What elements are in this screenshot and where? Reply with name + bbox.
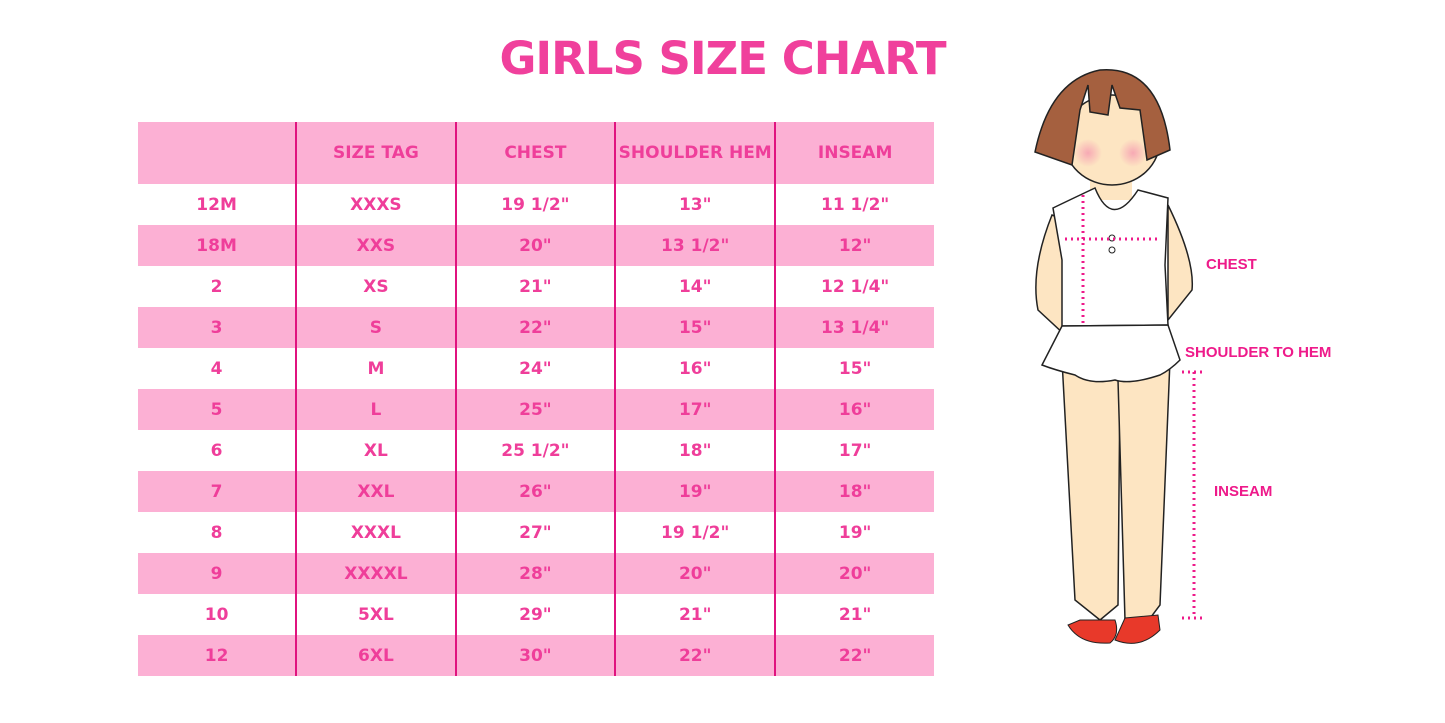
cell-chest: 26" [454, 471, 616, 512]
size-table: SIZE TAG CHEST SHOULDER HEM INSEAM 12M XX… [138, 122, 934, 676]
cell-inseam: 22" [774, 635, 934, 676]
cell-chest: 20" [454, 225, 616, 266]
cell-inseam: 15" [774, 348, 934, 389]
cell-inseam: 19" [774, 512, 934, 553]
label-inseam: INSEAM [1214, 483, 1273, 500]
cell-size-tag: XXXS [295, 184, 456, 225]
cell-size: 12M [196, 194, 237, 215]
cell-chest: 25" [454, 389, 616, 430]
skirt [1040, 324, 1181, 383]
cell-shoulder-hem: 19" [614, 471, 776, 512]
cell-size: 4 [210, 358, 223, 379]
cell-shoulder-hem: 13 1/2" [614, 225, 776, 266]
cell-size: 18M [138, 225, 297, 266]
shirt [1052, 186, 1169, 327]
cell-chest: 29" [454, 594, 616, 635]
cell-inseam: 21" [774, 594, 934, 635]
table-row: 3 S 22" 15" 13 1/4" [138, 307, 934, 348]
cell-size-tag: XXL [295, 471, 456, 512]
table-header-row: SIZE TAG CHEST SHOULDER HEM INSEAM [138, 122, 934, 184]
cell-size: 12 [138, 635, 297, 676]
cell-inseam: 13 1/4" [774, 307, 934, 348]
cell-size: 7 [138, 471, 297, 512]
cell-chest: 21" [454, 266, 616, 307]
cell-size-tag: XXXL [295, 512, 456, 553]
cell-size: 10 [204, 604, 229, 625]
table-row: 5 L 25" 17" 16" [138, 389, 934, 430]
cell-size-tag: XL [295, 430, 456, 471]
legs [1061, 358, 1121, 621]
cell-size-tag: L [295, 389, 456, 430]
cell-shoulder-hem: 15" [614, 307, 776, 348]
cell-inseam: 17" [774, 430, 934, 471]
cell-shoulder-hem: 18" [614, 430, 776, 471]
girl-illustration [1034, 69, 1202, 644]
header-inseam: INSEAM [774, 122, 934, 184]
cell-inseam: 12" [774, 225, 934, 266]
label-chest: CHEST [1206, 256, 1257, 273]
cell-shoulder-hem: 22" [614, 635, 776, 676]
label-shoulder-to-hem: SHOULDER TO HEM [1185, 344, 1332, 361]
cell-chest: 19 1/2" [454, 184, 616, 225]
cell-size-tag: XXS [295, 225, 456, 266]
cell-size-tag: S [295, 307, 456, 348]
cell-chest: 25 1/2" [454, 430, 616, 471]
cell-size-tag: 5XL [295, 594, 456, 635]
cell-size-tag: XS [295, 266, 456, 307]
table-row: 12 6XL 30" 22" 22" [138, 635, 934, 676]
cell-shoulder-hem: 21" [614, 594, 776, 635]
header-size [138, 122, 297, 184]
shoes [1067, 619, 1118, 644]
cell-chest: 24" [454, 348, 616, 389]
table-row: 12M XXXS 19 1/2" 13" 11 1/2" [138, 184, 934, 225]
cell-chest: 27" [454, 512, 616, 553]
cell-inseam: 11 1/2" [774, 184, 934, 225]
table-row: 4 M 24" 16" 15" [138, 348, 934, 389]
cell-shoulder-hem: 19 1/2" [614, 512, 776, 553]
cell-shoulder-hem: 20" [614, 553, 776, 594]
table-row: 2 XS 21" 14" 12 1/4" [138, 266, 934, 307]
cell-shoulder-hem: 13" [614, 184, 776, 225]
header-shoulder-hem: SHOULDER HEM [614, 122, 776, 184]
table-row: 10 5XL 29" 21" 21" [138, 594, 934, 635]
cell-size: 6 [210, 440, 223, 461]
cell-shoulder-hem: 14" [614, 266, 776, 307]
cell-chest: 30" [454, 635, 616, 676]
cell-size: 9 [138, 553, 297, 594]
cell-size: 5 [138, 389, 297, 430]
table-row: 9 XXXXL 28" 20" 20" [138, 553, 934, 594]
table-row: 8 XXXL 27" 19 1/2" 19" [138, 512, 934, 553]
cell-shoulder-hem: 16" [614, 348, 776, 389]
cell-size: 8 [210, 522, 223, 543]
page-title: GIRLS SIZE CHART [499, 32, 946, 85]
cell-inseam: 20" [774, 553, 934, 594]
cell-size-tag: 6XL [295, 635, 456, 676]
cell-chest: 28" [454, 553, 616, 594]
table-row: 6 XL 25 1/2" 18" 17" [138, 430, 934, 471]
cell-shoulder-hem: 17" [614, 389, 776, 430]
header-chest: CHEST [454, 122, 616, 184]
cell-size-tag: XXXXL [295, 553, 456, 594]
cell-inseam: 12 1/4" [774, 266, 934, 307]
cell-size: 3 [138, 307, 297, 348]
cell-chest: 22" [454, 307, 616, 348]
cell-size-tag: M [295, 348, 456, 389]
hair [1034, 69, 1171, 167]
cell-size: 2 [210, 276, 223, 297]
cell-inseam: 18" [774, 471, 934, 512]
table-row: 7 XXL 26" 19" 18" [138, 471, 934, 512]
table-row: 18M XXS 20" 13 1/2" 12" [138, 225, 934, 266]
cell-inseam: 16" [774, 389, 934, 430]
header-size-tag: SIZE TAG [295, 122, 456, 184]
